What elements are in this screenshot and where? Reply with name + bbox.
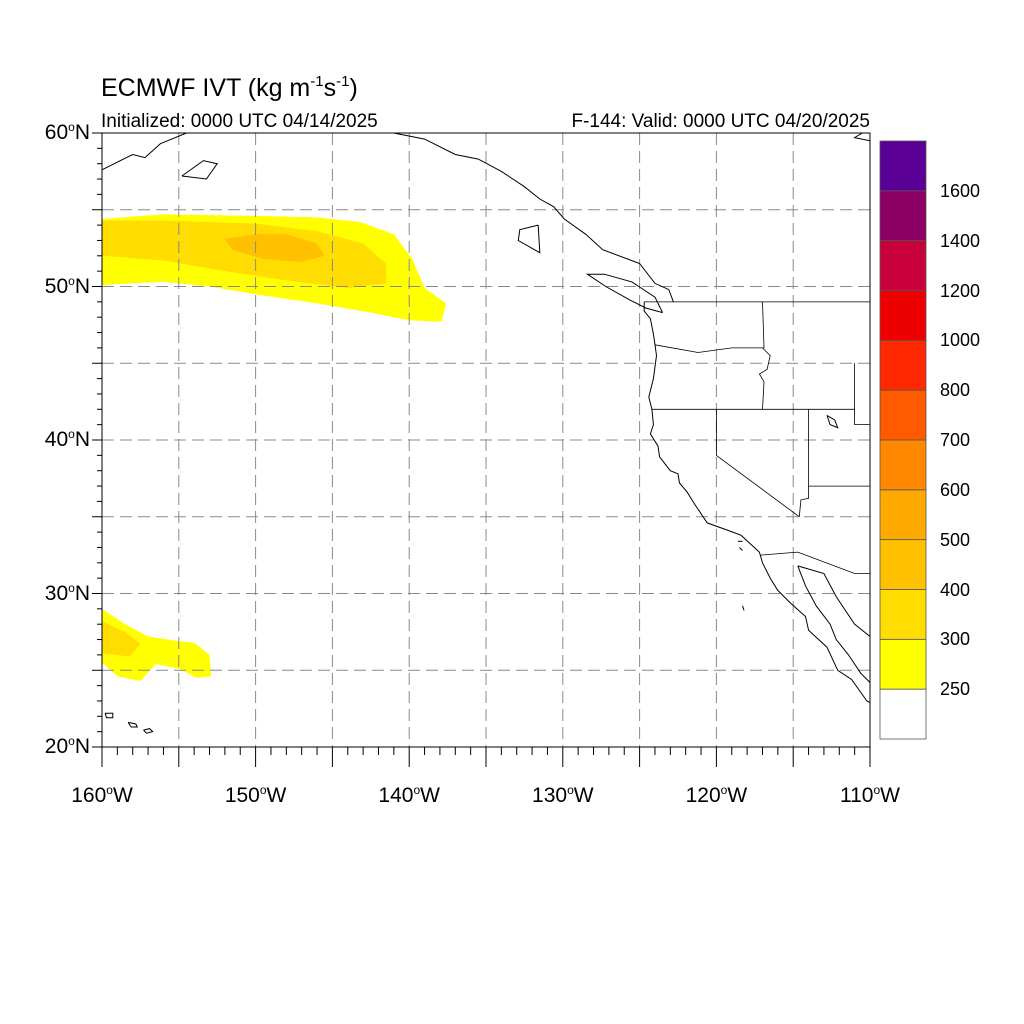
- ivt-region-1: [102, 220, 387, 288]
- state-boundary: [760, 551, 870, 574]
- coastline: [517, 224, 541, 254]
- colorbar-band: [879, 240, 927, 291]
- state-boundary: [716, 409, 800, 518]
- coastline: [643, 301, 870, 703]
- lon-label: 140oW: [378, 783, 440, 807]
- gridlines: [102, 133, 870, 747]
- colorbar-band: [879, 638, 927, 690]
- coastlines: [102, 133, 870, 747]
- state-boundaries: [644, 301, 870, 574]
- valid-time: F-144: Valid: 0000 UTC 04/20/2025: [571, 111, 870, 132]
- colorbar-band: [879, 539, 927, 590]
- coastline: [797, 565, 870, 683]
- colorbar-band: [879, 489, 927, 540]
- colorbar-label: 300: [940, 629, 971, 650]
- colorbar-band: [879, 339, 927, 391]
- coastline: [585, 273, 664, 314]
- lat-label: 30oN: [44, 580, 90, 605]
- colorbar-label: 500: [940, 529, 971, 550]
- coastline: [165, 746, 169, 747]
- lon-label: 110oW: [840, 783, 900, 807]
- colorbar-band: [879, 190, 927, 242]
- coastline: [853, 133, 870, 142]
- ivt-region-2: [224, 234, 325, 262]
- state-boundary: [798, 486, 809, 517]
- colorbar-label: 250: [940, 679, 971, 700]
- colorbar-band: [879, 140, 927, 192]
- coastline: [739, 547, 743, 551]
- lon-label: 120oW: [685, 783, 748, 807]
- coastline: [826, 414, 839, 429]
- colorbar-label: 400: [940, 579, 971, 600]
- colorbar-label: 1200: [940, 280, 981, 301]
- colorbar-label: 800: [940, 380, 971, 401]
- colorbar-band: [879, 688, 927, 740]
- coastline: [797, 565, 870, 637]
- colorbar-band: [879, 389, 927, 441]
- lat-label: 20oN: [44, 734, 90, 758]
- initialized-time: Initialized: 0000 UTC 04/14/2025: [101, 111, 378, 132]
- lat-label: 40oN: [44, 427, 90, 451]
- colorbar-band: [879, 290, 927, 341]
- state-boundary: [854, 363, 870, 426]
- colorbar-band: [879, 589, 927, 640]
- coastline: [104, 712, 114, 719]
- lon-label: 160oW: [71, 783, 133, 807]
- coastline: [181, 160, 219, 180]
- colorbar: [879, 140, 927, 740]
- ivt-region-3: [102, 608, 212, 681]
- colorbar-label: 600: [940, 479, 971, 500]
- lat-label: 50oN: [44, 273, 90, 298]
- coastline: [393, 133, 674, 303]
- lon-label: 150oW: [224, 783, 287, 807]
- coastline: [127, 721, 139, 728]
- ivt-region-4: [102, 621, 141, 657]
- coastline: [143, 728, 154, 734]
- colorbar-label: 1400: [940, 230, 981, 251]
- chart-title: ECMWF IVT (kg m-1s-1): [101, 73, 358, 102]
- colorbar-label: 1000: [940, 330, 981, 351]
- lon-label: 130oW: [532, 783, 594, 807]
- colorbar-band: [879, 439, 927, 491]
- state-boundary: [758, 347, 771, 410]
- state-boundary: [654, 301, 765, 353]
- state-boundary: [808, 409, 870, 487]
- colorbar-label: 700: [940, 430, 971, 450]
- coastline: [102, 133, 187, 171]
- colorbar-label: 1600: [940, 180, 981, 201]
- axis-ticks: [92, 132, 871, 767]
- coastline: [742, 605, 745, 611]
- lat-label: 60oN: [44, 120, 90, 144]
- ivt-shading-layer: [102, 214, 447, 681]
